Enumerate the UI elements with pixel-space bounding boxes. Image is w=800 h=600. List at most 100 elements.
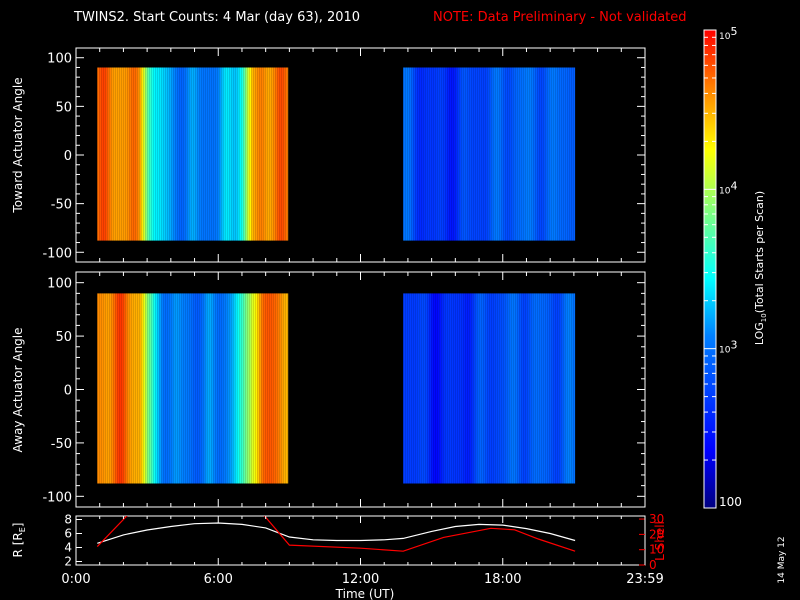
spectrogram-column	[571, 293, 574, 484]
lshell-tick-label: 0	[649, 558, 657, 572]
spectrogram-column	[141, 67, 144, 241]
spectrogram-column	[231, 67, 234, 241]
spectrogram-column	[407, 67, 410, 241]
spectrogram-column	[109, 67, 112, 241]
spectrogram-column	[543, 67, 546, 241]
colorbar-tick-base: 10	[719, 346, 731, 356]
spectrogram-column	[503, 293, 506, 484]
spectrogram-column	[241, 293, 244, 484]
spectrogram-column	[573, 67, 576, 241]
spectrogram-column	[521, 293, 524, 484]
plot-date-stamp: 14 May 12	[777, 536, 787, 583]
spectrogram-column	[555, 67, 558, 241]
spectrogram-column	[537, 67, 540, 241]
colorbar-gradient	[703, 29, 717, 509]
spectrogram-column	[539, 293, 542, 484]
spectrogram-column	[437, 67, 440, 241]
spectrogram-column	[269, 67, 272, 241]
spectrogram-column	[477, 67, 480, 241]
middle-spectrogram-panel: -100 -50 0 50 100	[42, 271, 646, 508]
spectrogram-column	[457, 293, 460, 484]
spectrogram-column	[269, 293, 272, 484]
spectrogram-column	[433, 67, 436, 241]
colorbar-tick-label: 104	[719, 179, 737, 196]
colorbar-label-suffix: (Total Starts per Scan)	[753, 191, 766, 313]
spectrogram-column	[519, 293, 522, 484]
spectrogram-column	[207, 293, 210, 484]
spectrogram-column	[257, 67, 260, 241]
spectrogram-column	[505, 293, 508, 484]
spectrogram-column	[273, 293, 276, 484]
spectrogram-column	[129, 293, 132, 484]
spectrogram-column	[525, 67, 528, 241]
spectrogram-column	[219, 293, 222, 484]
spectrogram-column	[405, 67, 408, 241]
y-tick-label: -100	[42, 246, 72, 261]
spectrogram-column	[429, 67, 432, 241]
spectrogram-column	[147, 293, 150, 484]
lshell-tick-label: 10	[649, 543, 664, 557]
spectrogram-column	[273, 67, 276, 241]
spectrogram-column	[179, 293, 182, 484]
spectrogram-column	[227, 293, 230, 484]
spectrogram-column	[415, 293, 418, 484]
spectrogram-column	[251, 67, 254, 241]
spectrogram-column	[141, 293, 144, 484]
spectrogram-column	[533, 67, 536, 241]
chart-title: TWINS2. Start Counts: 4 Mar (day 63), 20…	[73, 10, 360, 25]
spectrogram-column	[483, 293, 486, 484]
colorbar-tick-exponent: 4	[730, 179, 737, 192]
spectrogram-column	[471, 293, 474, 484]
time-tick-label: 23:59	[626, 572, 663, 587]
time-tick-label: 0:00	[61, 572, 90, 587]
spectrogram-column	[285, 293, 288, 484]
spectrogram-column	[565, 67, 568, 241]
spectrogram-column	[253, 293, 256, 484]
spectrogram-column	[191, 67, 194, 241]
spectrogram-column	[423, 67, 426, 241]
data-block-1	[97, 293, 289, 484]
spectrogram-column	[143, 67, 146, 241]
spectrogram-column	[163, 293, 166, 484]
spectrogram-column	[137, 293, 140, 484]
spectrogram-column	[461, 293, 464, 484]
spectrogram-column	[467, 67, 470, 241]
spectrogram-column	[145, 293, 148, 484]
spectrogram-column	[485, 67, 488, 241]
spectrogram-column	[119, 67, 122, 241]
spectrogram-column	[547, 67, 550, 241]
spectrogram-column	[509, 67, 512, 241]
spectrogram-column	[229, 293, 232, 484]
spectrogram-column	[185, 293, 188, 484]
spectrogram-column	[541, 293, 544, 484]
spectrogram-column	[433, 293, 436, 484]
spectrogram-column	[203, 293, 206, 484]
spectrogram-column	[429, 293, 432, 484]
spectrogram-column	[139, 67, 142, 241]
spectrogram-column	[109, 293, 112, 484]
time-tick-label: 12:00	[342, 572, 379, 587]
spectrogram-column	[569, 293, 572, 484]
spectrogram-column	[465, 67, 468, 241]
spectrogram-column	[563, 67, 566, 241]
spectrogram-column	[195, 293, 198, 484]
spectrogram-column	[513, 67, 516, 241]
spectrogram-column	[451, 67, 454, 241]
spectrogram-column	[213, 67, 216, 241]
colorbar-tick-label: 105	[719, 25, 737, 42]
spectrogram-column	[183, 67, 186, 241]
time-axis-label: Time (UT)	[335, 587, 395, 600]
colorbar-tick-exponent: 3	[730, 339, 737, 352]
spectrogram-column	[425, 67, 428, 241]
spectrogram-column	[431, 293, 434, 484]
colorbar-tick-base: 10	[719, 186, 731, 196]
spectrogram-column	[403, 293, 406, 484]
spectrogram-column	[495, 293, 498, 484]
spectrogram-column	[259, 67, 262, 241]
spectrogram-column	[431, 67, 434, 241]
spectrogram-column	[167, 293, 170, 484]
spectrogram-column	[231, 293, 234, 484]
spectrogram-column	[101, 293, 104, 484]
spectrogram-column	[551, 293, 554, 484]
